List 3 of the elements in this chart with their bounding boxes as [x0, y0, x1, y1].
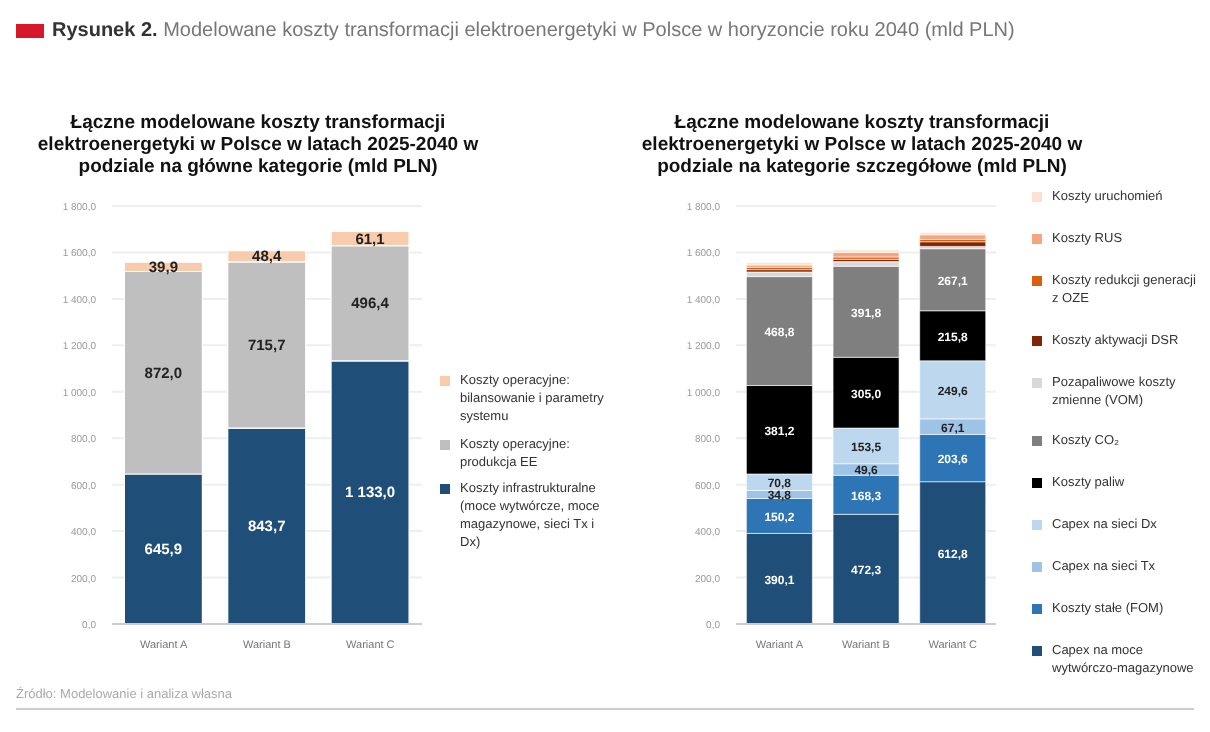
chart-title: Łączne modelowane koszty transformacji elektroenergetyki w Polsce w latach 2025-2040 w podziale na główne kategorie (mld PLN): [35, 112, 481, 178]
text: Rysunek 2. Modelowane koszty transformacji elektroenergetyki w Polsce w horyzoncie roku 2040 (mld PLN): [52, 20, 1015, 42]
chart-title: Łączne modelowane koszty transformacji elektroenergetyki w Polsce w latach 2025-2040 w podziale na kategorie szczegółowe (mld PLN): [639, 112, 1085, 178]
